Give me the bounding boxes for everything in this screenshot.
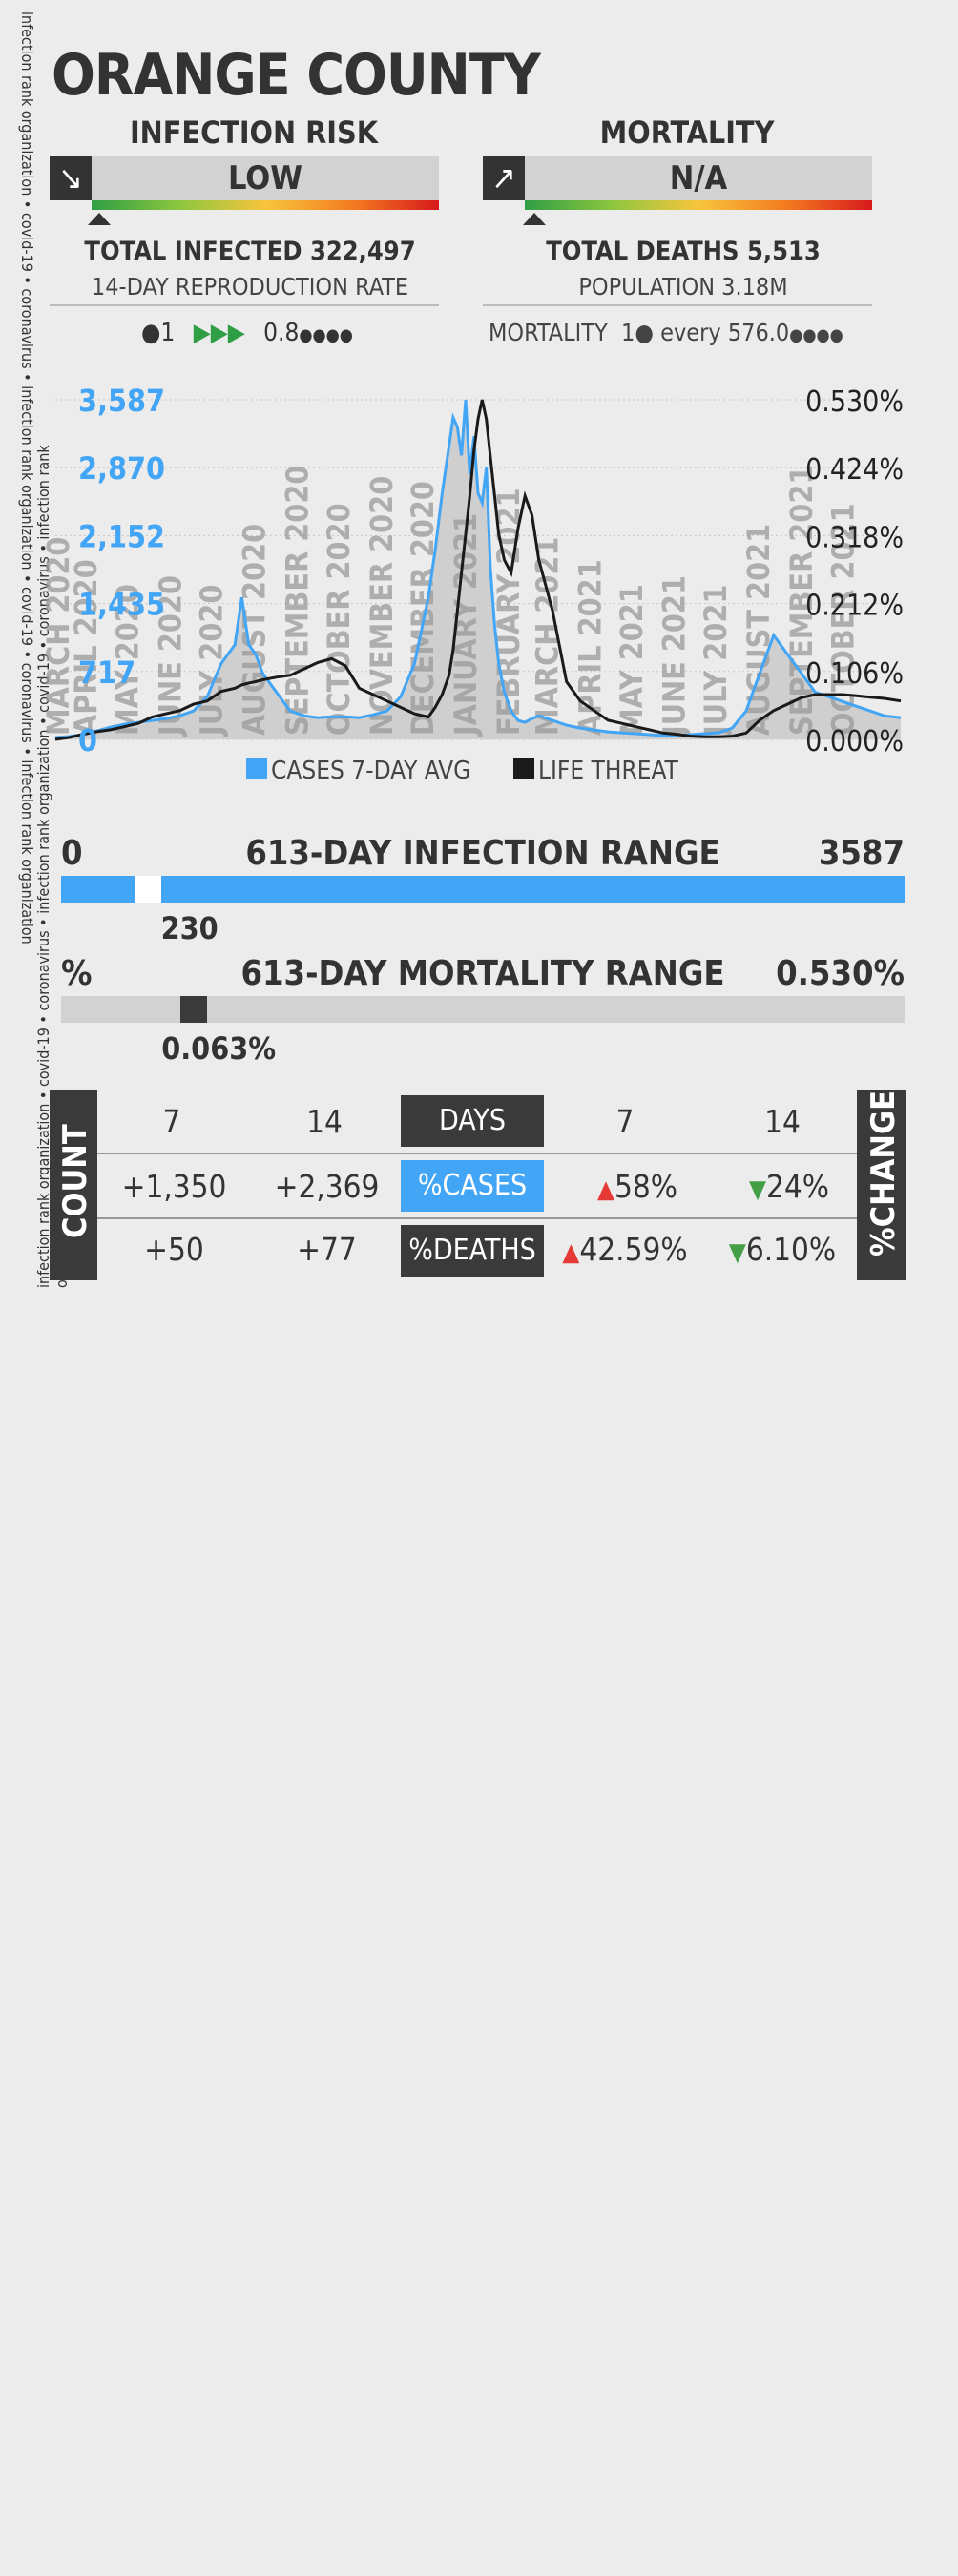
arrow-down-right-icon: ↘ bbox=[50, 156, 92, 200]
reproduction-label: 14-DAY REPRODUCTION RATE bbox=[91, 273, 409, 301]
infection-risk-header: INFECTION RISK bbox=[129, 114, 379, 151]
page-title: ORANGE COUNTY bbox=[52, 42, 541, 109]
mortality-range-min: % bbox=[61, 954, 93, 993]
fast-forward-icon: ▶▶▶ bbox=[193, 319, 245, 347]
month-label: AUGUST 2020 bbox=[237, 524, 273, 736]
month-label: MAY 2021 bbox=[614, 584, 650, 736]
people-group-icon: ●●●● bbox=[789, 325, 843, 345]
mortality-range-title: 613-DAY MORTALITY RANGE bbox=[240, 954, 725, 993]
days-label: DAYS bbox=[401, 1095, 544, 1147]
month-label: AUGUST 2021 bbox=[740, 524, 777, 736]
right-axis-tick: 0.318% bbox=[805, 521, 904, 554]
people-group-icon: ●●●● bbox=[299, 325, 353, 345]
infection-range-max: 3587 bbox=[818, 834, 905, 873]
infection-range-marker bbox=[134, 876, 161, 903]
days-7-count: 7 bbox=[162, 1103, 181, 1140]
change-label: %CHANGE bbox=[857, 1090, 906, 1280]
left-axis-tick: 1,435 bbox=[78, 587, 165, 623]
person-icon: ● bbox=[635, 319, 654, 346]
person-icon: ● bbox=[141, 319, 161, 347]
side-watermark-right: infection rank organization • covid-19 •… bbox=[18, 11, 36, 945]
arrow-down-icon: ▼ bbox=[728, 1238, 746, 1267]
mortality-range-current: 0.063% bbox=[161, 1030, 277, 1067]
right-axis-tick: 0.212% bbox=[805, 590, 904, 623]
month-label: JANUARY 2021 bbox=[448, 513, 484, 737]
deaths-pct-14: ▼6.10% bbox=[728, 1231, 837, 1268]
days-14-count: 14 bbox=[306, 1103, 343, 1140]
month-label: NOVEMBER 2020 bbox=[364, 476, 400, 736]
cases-7-value: +1,350 bbox=[121, 1168, 227, 1205]
divider bbox=[97, 1153, 857, 1154]
days-7-change: 7 bbox=[615, 1103, 635, 1140]
month-label: MARCH 2020 bbox=[40, 537, 76, 736]
month-label: MARCH 2021 bbox=[530, 537, 566, 736]
infection-pointer-icon bbox=[88, 213, 111, 225]
left-axis-tick: 3,587 bbox=[78, 383, 165, 419]
month-label: JULY 2021 bbox=[698, 585, 734, 737]
mortality-level: N/A bbox=[525, 156, 872, 200]
deaths-label: %DEATHS bbox=[401, 1225, 544, 1277]
arrow-down-icon: ▼ bbox=[749, 1175, 766, 1204]
count-label: COUNT bbox=[50, 1090, 97, 1280]
right-axis-tick: 0.424% bbox=[805, 453, 904, 487]
left-axis-tick: 2,152 bbox=[78, 518, 165, 554]
right-axis-tick: 0.000% bbox=[805, 725, 904, 758]
deaths-14-value: +77 bbox=[297, 1231, 357, 1268]
cases-14-value: +2,369 bbox=[274, 1168, 380, 1205]
legend-life-threat: LIFE THREAT bbox=[538, 757, 678, 785]
mortality-range-bar bbox=[61, 996, 905, 1023]
total-infected: TOTAL INFECTED 322,497 bbox=[84, 237, 416, 266]
month-label: JUNE 2021 bbox=[656, 575, 693, 737]
cases-pct-7: ▲58% bbox=[597, 1168, 677, 1205]
mortality-header: MORTALITY bbox=[599, 114, 775, 151]
reproduction-rate: ●1 ▶▶▶ 0.8●●●● bbox=[141, 319, 353, 347]
month-label: FEBRUARY 2021 bbox=[490, 488, 527, 736]
left-axis-tick: 0 bbox=[78, 722, 97, 758]
deaths-7-value: +50 bbox=[144, 1231, 204, 1268]
month-label: DECEMBER 2020 bbox=[405, 481, 441, 736]
total-deaths: TOTAL DEATHS 5,513 bbox=[546, 237, 821, 266]
infection-range-min: 0 bbox=[61, 834, 83, 873]
cases-area bbox=[55, 400, 901, 739]
legend-cases-swatch bbox=[246, 758, 267, 779]
right-axis-tick: 0.106% bbox=[805, 657, 904, 691]
infection-level: LOW bbox=[92, 156, 439, 200]
population-label: POPULATION 3.18M bbox=[578, 273, 788, 301]
divider bbox=[483, 304, 872, 306]
days-14-change: 14 bbox=[764, 1103, 801, 1140]
right-axis-tick: 0.530% bbox=[805, 385, 904, 419]
arrow-up-icon: ▲ bbox=[597, 1175, 614, 1204]
life-threat-line bbox=[54, 399, 902, 741]
mortality-pointer-icon bbox=[523, 213, 546, 225]
divider bbox=[97, 1217, 857, 1219]
month-label: SEPTEMBER 2020 bbox=[280, 466, 316, 736]
mortality-rate: MORTALITY 1● every 576.0●●●● bbox=[489, 319, 843, 346]
cases-pct-14: ▼24% bbox=[749, 1168, 829, 1205]
month-label: MAY 2020 bbox=[109, 584, 145, 736]
legend-threat-swatch bbox=[513, 758, 534, 779]
infection-range-current: 230 bbox=[160, 910, 219, 946]
mortality-gauge bbox=[525, 200, 872, 210]
month-label: OCTOBER 2020 bbox=[321, 503, 357, 736]
divider bbox=[50, 304, 439, 306]
mortality-range-max: 0.530% bbox=[776, 954, 905, 993]
legend-cases: CASES 7-DAY AVG bbox=[271, 757, 470, 785]
infection-range-bar bbox=[61, 876, 905, 903]
infection-range-title: 613-DAY INFECTION RANGE bbox=[245, 834, 720, 873]
cases-7day-line bbox=[54, 399, 902, 739]
left-axis-tick: 717 bbox=[78, 654, 135, 691]
deaths-pct-7: ▲42.59% bbox=[562, 1231, 688, 1268]
left-axis-tick: 2,870 bbox=[78, 450, 165, 487]
arrow-up-right-icon: ↗ bbox=[483, 156, 525, 200]
mortality-range-marker bbox=[180, 996, 208, 1023]
month-label: APRIL 2020 bbox=[68, 559, 104, 736]
arrow-up-icon: ▲ bbox=[562, 1238, 580, 1267]
cases-label: %CASES bbox=[401, 1160, 544, 1212]
infection-gauge bbox=[92, 200, 439, 210]
